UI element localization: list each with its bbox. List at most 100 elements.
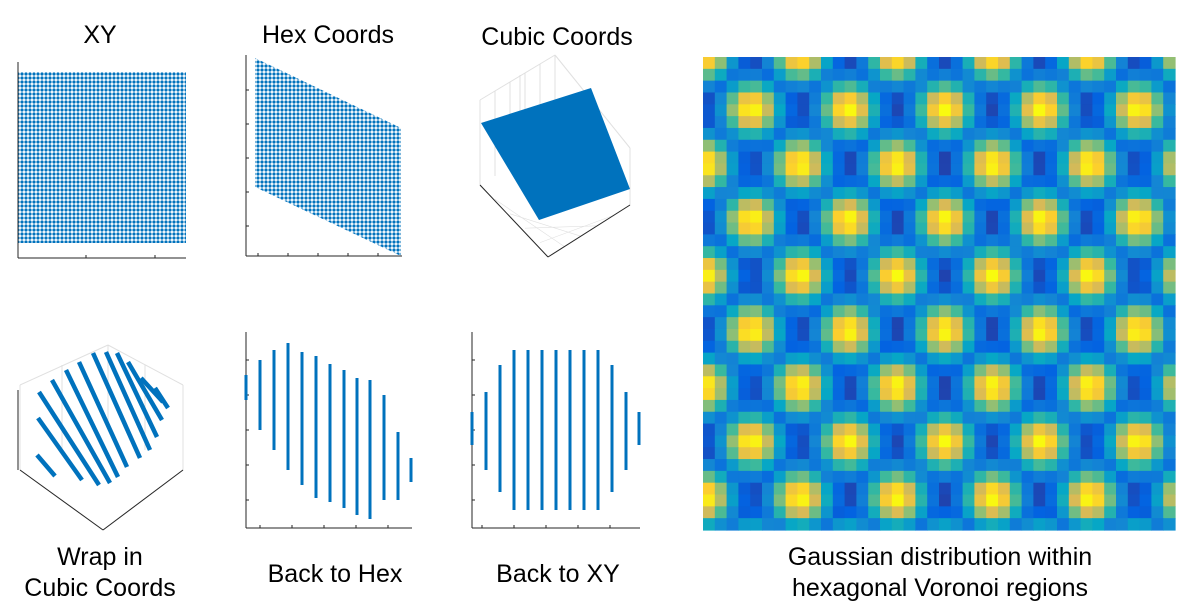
heatmap-cell: [1151, 447, 1164, 460]
heatmap-cell: [939, 470, 952, 484]
heatmap-cell: [1045, 269, 1058, 283]
heatmap-cell: [915, 92, 928, 105]
heatmap-cell: [809, 198, 822, 212]
heatmap-cell: [1104, 198, 1117, 212]
heatmap-cell: [856, 198, 869, 212]
heatmap-cell: [1151, 234, 1164, 247]
heatmap-cell: [974, 104, 987, 117]
heatmap-cell: [1163, 210, 1176, 224]
heatmap-cell: [738, 494, 751, 507]
heatmap-cell: [750, 305, 763, 318]
heatmap-cell: [1068, 104, 1082, 117]
heatmap-cell: [726, 258, 739, 271]
heatmap-cell: [915, 352, 928, 366]
heatmap-cell: [785, 435, 798, 448]
heatmap-cell: [1092, 411, 1105, 425]
heatmap-cell: [1151, 175, 1164, 188]
heatmap-cell: [1151, 470, 1164, 484]
heatmap-cell: [950, 459, 964, 472]
heatmap-cell: [714, 187, 728, 200]
heatmap-cell: [1009, 281, 1023, 295]
heatmap-cell: [1080, 92, 1093, 105]
heatmap-cell: [950, 92, 964, 105]
heatmap-cell: [998, 175, 1011, 188]
heatmap-cell: [927, 317, 940, 330]
heatmap-cell: [750, 151, 763, 165]
heatmap-cell: [950, 258, 964, 271]
heatmap-cell: [986, 258, 999, 271]
wrap-cubic-3d-plot: [17, 344, 184, 531]
heatmap-cell: [1104, 68, 1117, 82]
heatmap-cell: [1151, 163, 1164, 176]
heatmap-cell: [1033, 352, 1046, 366]
heatmap-cell: [1163, 127, 1176, 141]
heatmap-cell: [1021, 470, 1034, 484]
heatmap-cell: [927, 411, 940, 425]
heatmap-cell: [809, 68, 822, 82]
heatmap-cell: [726, 187, 739, 200]
heatmap-cell: [785, 399, 798, 413]
heatmap-cell: [809, 269, 822, 283]
heatmap-cell: [1045, 305, 1058, 318]
heatmap-cell: [1104, 447, 1117, 460]
heatmap-cell: [726, 423, 739, 436]
heatmap-cell: [1104, 388, 1117, 401]
heatmap-cell: [1045, 376, 1058, 389]
heatmap-cell: [1021, 518, 1034, 531]
heatmap-cell: [1068, 258, 1082, 271]
heatmap-cell: [1045, 293, 1058, 306]
heatmap-cell: [1116, 116, 1129, 129]
heatmap-cell: [891, 198, 905, 212]
heatmap-cell: [974, 340, 987, 354]
heatmap-cell: [714, 269, 728, 283]
heatmap-cell: [939, 104, 952, 117]
heatmap-cell: [903, 151, 916, 165]
heatmap-cell: [939, 175, 952, 188]
heatmap-cell: [750, 92, 763, 105]
heatmap-cell: [891, 459, 905, 472]
heatmap-cell: [750, 246, 763, 259]
heatmap-cell: [1092, 116, 1105, 129]
heatmap-cell: [1080, 518, 1093, 531]
heatmap-cell: [915, 482, 928, 496]
wrapped-strip: [36, 416, 84, 482]
heatmap-cell: [986, 376, 999, 389]
heatmap-cell: [998, 388, 1011, 401]
heatmap-cell: [998, 411, 1011, 425]
y-axis: [102, 469, 184, 531]
heatmap-cell: [738, 198, 751, 212]
heatmap-cell: [844, 198, 857, 212]
heatmap-cell: [844, 246, 857, 259]
heatmap-cell: [750, 482, 763, 496]
heatmap-cell: [915, 151, 928, 165]
heatmap-cell: [809, 435, 822, 448]
heatmap-cell: [714, 281, 728, 295]
heatmap-cell: [998, 210, 1011, 224]
heatmap-cell: [1139, 104, 1152, 117]
heatmap-cell: [939, 518, 952, 531]
heatmap-cell: [1092, 518, 1105, 531]
heatmap-cell: [1127, 258, 1141, 271]
heatmap-cell: [856, 163, 869, 176]
heatmap-cell: [891, 139, 905, 153]
heatmap-cell: [927, 494, 940, 507]
heatmap-cell: [726, 127, 739, 141]
heatmap-cell: [962, 281, 975, 295]
heatmap-cell: [1163, 116, 1176, 129]
heatmap-cell: [750, 187, 763, 200]
heatmap-cell: [1104, 104, 1117, 117]
heatmap-cell: [738, 340, 751, 354]
heatmap-cell: [750, 104, 763, 117]
heatmap-cell: [1045, 482, 1058, 496]
heatmap-cell: [1163, 163, 1176, 176]
heatmap-cell: [891, 399, 905, 413]
heatmap-cell: [1139, 198, 1152, 212]
heatmap-cell: [868, 57, 881, 70]
heatmap-cell: [1104, 92, 1117, 105]
heatmap-cell: [1033, 175, 1046, 188]
heatmap-cell: [856, 104, 869, 117]
heatmap-cell: [939, 163, 952, 176]
heatmap-cell: [726, 80, 739, 94]
heatmap-cell: [939, 435, 952, 448]
heatmap-cell: [1092, 459, 1105, 472]
